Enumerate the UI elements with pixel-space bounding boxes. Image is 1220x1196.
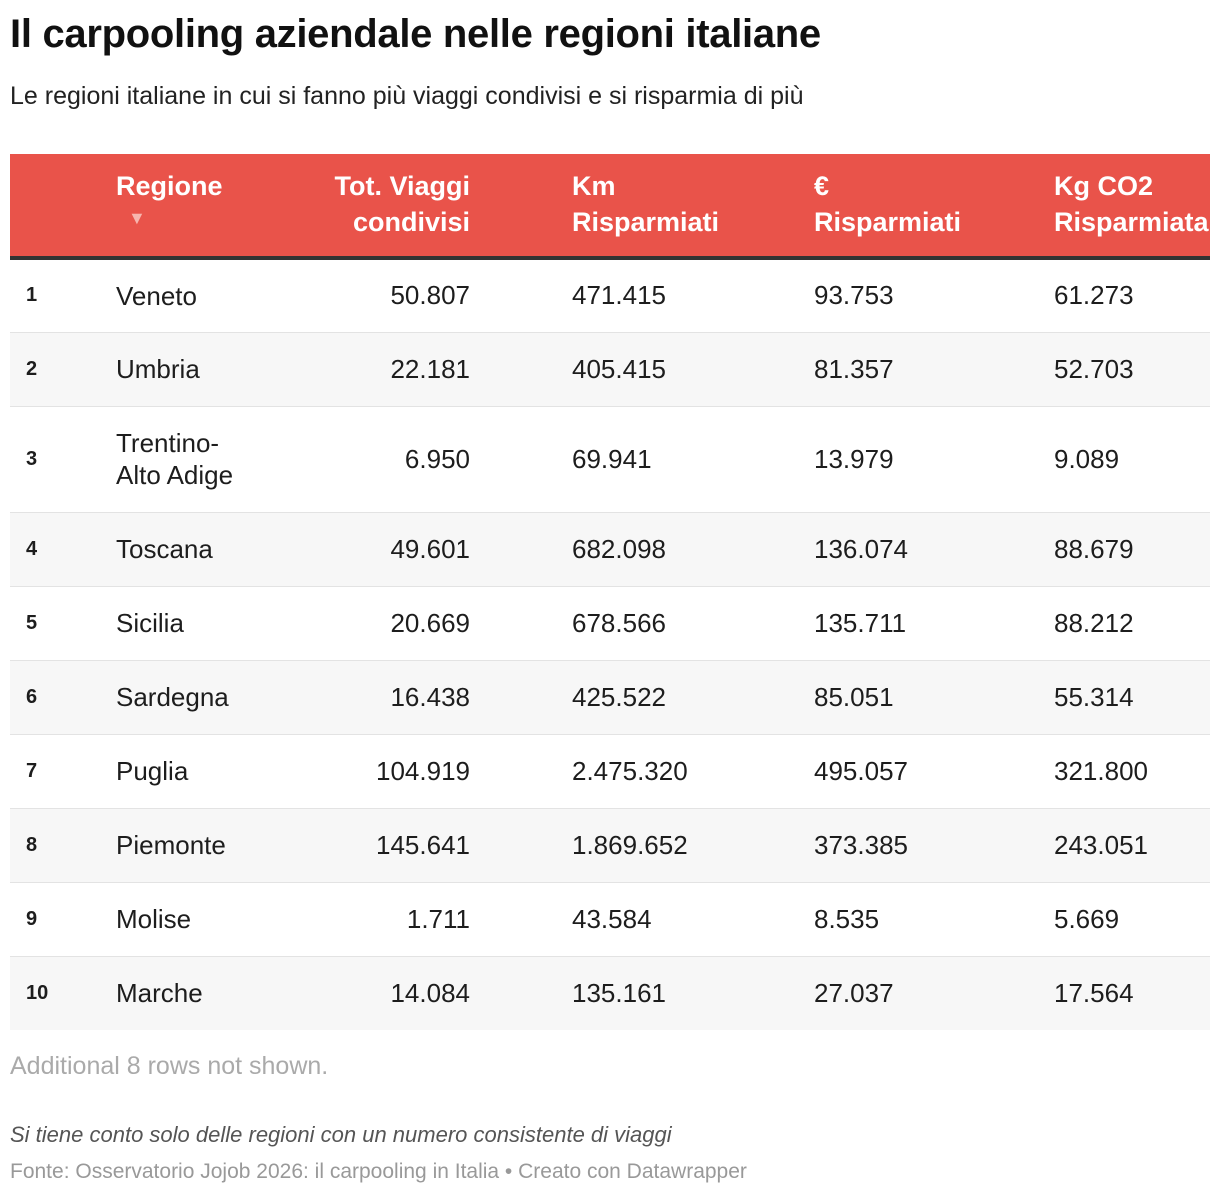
cell-km: 405.415 [572,353,666,384]
cell-viaggi: 50.807 [390,280,470,311]
cell-km: 425.522 [572,681,666,712]
table-row: 3 Trentino- Alto Adige 6.950 69.941 13.9… [10,406,1210,512]
cell-euro: 136.074 [814,533,908,564]
cell-co2: 9.089 [1054,443,1120,474]
cell-co2: 17.564 [1054,977,1134,1008]
cell-co2: 5.669 [1054,903,1120,934]
table-row: 8 Piemonte 145.641 1.869.652 373.385 243… [10,808,1210,882]
cell-euro: 8.535 [814,903,880,934]
cell-viaggi: 49.601 [390,533,470,564]
table-row: 5 Sicilia 20.669 678.566 135.711 88.212 [10,586,1210,660]
more-rows-note: Additional 8 rows not shown. [10,1052,329,1080]
cell-rank: 8 [26,833,38,856]
cell-rank: 9 [26,907,38,930]
cell-euro: 85.051 [814,681,894,712]
table-row: 4 Toscana 49.601 682.098 136.074 88.679 [10,512,1210,586]
chart-subtitle: Le regioni italiane in cui si fanno più … [10,82,804,110]
table-row: 10 Marche 14.084 135.161 27.037 17.564 [10,956,1210,1030]
header-viaggi-line1: Tot. Viaggi [334,171,470,201]
header-euro[interactable]: € Risparmiati [750,154,990,260]
cell-km: 678.566 [572,607,666,638]
table-row: 9 Molise 1.711 43.584 8.535 5.669 [10,882,1210,956]
header-viaggi-line2: condivisi [352,207,470,237]
cell-euro: 27.037 [814,977,894,1008]
header-km-line1: Km [572,171,616,201]
cell-rank: 1 [26,284,38,307]
header-viaggi[interactable]: Tot. Viaggi condivisi [306,154,508,260]
header-regione[interactable]: Regione ▼ [116,154,306,260]
cell-region: Puglia [116,756,189,786]
cell-rank: 10 [26,981,49,1004]
cell-region: Veneto [116,280,197,311]
table-row: 6 Sardegna 16.438 425.522 85.051 55.314 [10,660,1210,734]
cell-region: Umbria [116,354,200,384]
header-euro-line2: Risparmiati [814,207,962,237]
cell-rank: 6 [26,685,38,708]
cell-co2: 88.212 [1054,607,1134,638]
cell-region-line1: Trentino- [116,428,220,458]
cell-co2: 243.051 [1054,829,1148,860]
cell-co2: 61.273 [1054,280,1134,311]
chart-title: Il carpooling aziendale nelle regioni it… [10,12,821,56]
cell-region: Marche [116,978,203,1009]
cell-euro: 13.979 [814,443,894,474]
cell-euro: 495.057 [814,755,908,786]
cell-viaggi: 6.950 [404,443,470,474]
cell-region: Toscana [116,534,213,564]
cell-co2: 88.679 [1054,533,1134,564]
cell-viaggi: 14.084 [390,977,470,1008]
table-row: 2 Umbria 22.181 405.415 81.357 52.703 [10,332,1210,406]
cell-viaggi: 22.181 [390,353,470,384]
cell-co2: 55.314 [1054,681,1134,712]
cell-region: Piemonte [116,830,226,860]
cell-rank: 7 [26,759,38,782]
data-table: Regione ▼ Tot. Viaggi condivisi Km Rispa… [10,154,1210,1030]
cell-viaggi: 16.438 [390,681,470,712]
header-co2[interactable]: Kg CO2 Risparmiata [990,154,1210,260]
cell-viaggi: 145.641 [376,829,470,860]
header-rank [10,154,116,260]
cell-rank: 3 [26,447,38,470]
chart-source: Fonte: Osservatorio Jojob 2026: il carpo… [10,1160,747,1183]
table-row: 7 Puglia 104.919 2.475.320 495.057 321.8… [10,734,1210,808]
cell-viaggi: 20.669 [390,607,470,638]
cell-euro: 93.753 [814,280,894,311]
header-km-line2: Risparmiati [572,207,720,237]
header-km[interactable]: Km Risparmiati [508,154,750,260]
cell-euro: 135.711 [814,607,907,638]
cell-region: Trentino- Alto Adige [116,406,306,512]
header-co2-line2: Risparmiata [1054,207,1209,237]
cell-km: 43.584 [572,903,652,934]
cell-km: 135.161 [572,977,666,1008]
sort-down-icon[interactable]: ▼ [128,208,146,228]
table-row: 1 Veneto 50.807 471.415 93.753 61.273 [10,258,1210,332]
cell-region-line2: Alto Adige [116,460,234,490]
cell-km: 471.415 [572,280,666,311]
chart-notes: Si tiene conto solo delle regioni con un… [10,1122,672,1147]
header-regione-label: Regione [116,171,223,201]
cell-viaggi: 104.919 [376,755,470,786]
cell-km: 1.869.652 [572,829,688,860]
cell-km: 69.941 [572,443,652,474]
header-euro-line1: € [814,171,830,201]
header-co2-line1: Kg CO2 [1054,171,1154,201]
cell-euro: 81.357 [814,353,894,384]
cell-co2: 52.703 [1054,353,1134,384]
cell-region: Sicilia [116,608,184,638]
cell-co2: 321.800 [1054,755,1148,786]
cell-rank: 5 [26,611,38,634]
cell-rank: 4 [26,537,38,560]
cell-viaggi: 1.711 [406,903,470,934]
cell-euro: 373.385 [814,829,908,860]
cell-region: Molise [116,904,192,934]
table-header-row: Regione ▼ Tot. Viaggi condivisi Km Rispa… [10,154,1210,260]
cell-km: 682.098 [572,533,666,564]
cell-region: Sardegna [116,682,229,712]
cell-rank: 2 [26,357,38,380]
cell-km: 2.475.320 [572,755,688,786]
